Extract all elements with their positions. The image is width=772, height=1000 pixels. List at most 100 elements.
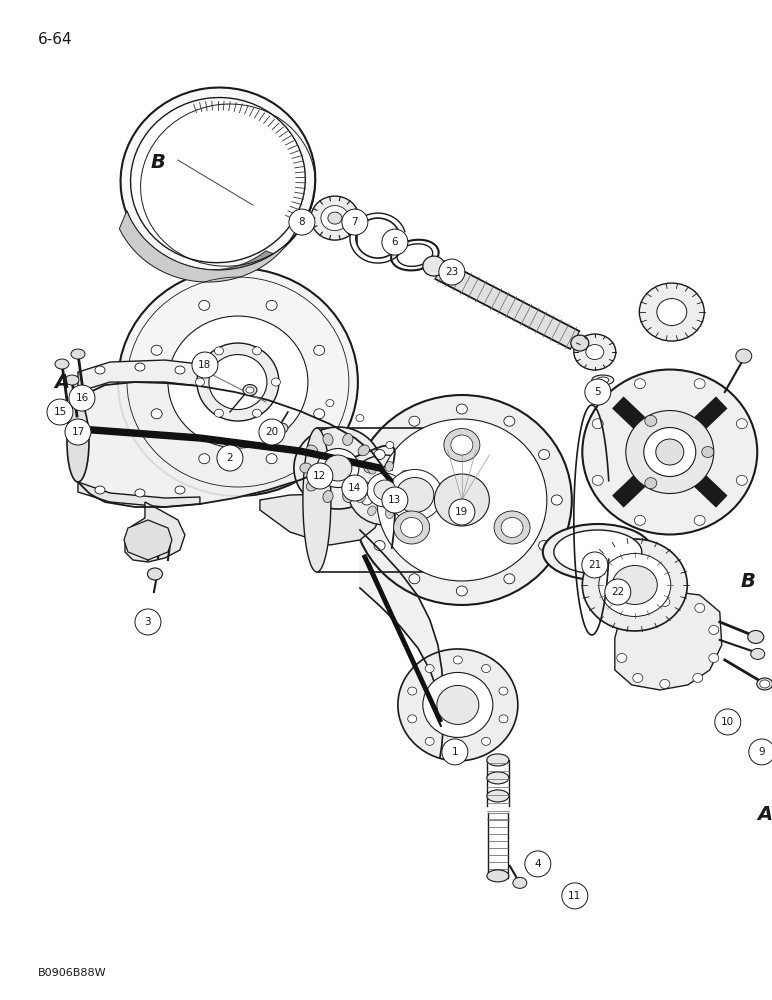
Ellipse shape [209, 355, 267, 410]
Ellipse shape [398, 649, 518, 761]
Ellipse shape [294, 427, 382, 509]
Ellipse shape [482, 665, 490, 673]
Circle shape [582, 552, 608, 578]
Ellipse shape [358, 480, 370, 491]
Text: 21: 21 [588, 560, 601, 570]
Polygon shape [615, 590, 722, 690]
Ellipse shape [409, 416, 420, 426]
Polygon shape [124, 520, 172, 560]
Ellipse shape [356, 494, 365, 502]
Ellipse shape [323, 434, 333, 445]
Ellipse shape [65, 375, 79, 385]
Circle shape [525, 851, 551, 877]
Ellipse shape [702, 447, 714, 458]
Ellipse shape [95, 486, 105, 494]
Ellipse shape [592, 375, 614, 385]
Text: 22: 22 [611, 587, 625, 597]
Circle shape [307, 463, 333, 489]
Circle shape [47, 399, 73, 425]
Ellipse shape [425, 665, 434, 673]
Ellipse shape [367, 464, 376, 474]
Ellipse shape [504, 416, 515, 426]
Polygon shape [80, 426, 393, 486]
Polygon shape [78, 482, 200, 507]
Text: 11: 11 [568, 891, 581, 901]
Text: 23: 23 [445, 267, 459, 277]
Ellipse shape [748, 630, 764, 643]
Ellipse shape [252, 347, 262, 355]
Ellipse shape [374, 450, 385, 460]
Ellipse shape [453, 746, 462, 754]
Ellipse shape [135, 363, 145, 371]
Ellipse shape [385, 461, 394, 471]
Ellipse shape [539, 540, 550, 550]
Ellipse shape [599, 553, 671, 616]
Ellipse shape [408, 687, 417, 695]
Ellipse shape [356, 478, 365, 486]
Ellipse shape [655, 439, 684, 465]
Ellipse shape [592, 475, 603, 485]
Text: B0906B88W: B0906B88W [38, 968, 107, 978]
Ellipse shape [313, 409, 325, 419]
Ellipse shape [246, 387, 254, 393]
Polygon shape [78, 382, 394, 548]
Ellipse shape [406, 486, 416, 494]
Circle shape [289, 209, 315, 235]
Text: A: A [54, 373, 69, 392]
Ellipse shape [377, 419, 547, 581]
Ellipse shape [401, 517, 422, 537]
Text: A: A [757, 805, 772, 824]
Ellipse shape [367, 506, 376, 516]
Ellipse shape [597, 377, 609, 383]
Ellipse shape [487, 772, 509, 784]
Ellipse shape [750, 648, 765, 659]
Ellipse shape [635, 515, 645, 525]
Text: 20: 20 [266, 427, 279, 437]
Ellipse shape [317, 449, 359, 488]
Ellipse shape [437, 685, 479, 724]
Ellipse shape [453, 656, 462, 664]
Text: 19: 19 [455, 507, 469, 517]
Ellipse shape [709, 653, 719, 662]
Ellipse shape [582, 539, 687, 631]
Ellipse shape [487, 790, 509, 802]
Polygon shape [360, 530, 443, 758]
Ellipse shape [323, 491, 333, 502]
Ellipse shape [444, 429, 480, 462]
Text: 18: 18 [198, 360, 212, 370]
Ellipse shape [423, 672, 493, 737]
Ellipse shape [644, 428, 696, 477]
Ellipse shape [135, 489, 145, 497]
Ellipse shape [385, 509, 394, 519]
Ellipse shape [694, 515, 705, 525]
Ellipse shape [367, 473, 403, 507]
Text: 3: 3 [144, 617, 151, 627]
Ellipse shape [435, 474, 489, 526]
Ellipse shape [612, 565, 657, 604]
Ellipse shape [645, 478, 657, 489]
Ellipse shape [118, 268, 358, 496]
Ellipse shape [215, 347, 223, 355]
Ellipse shape [695, 603, 705, 612]
Ellipse shape [71, 349, 85, 359]
Circle shape [749, 739, 772, 765]
Ellipse shape [364, 463, 376, 473]
Ellipse shape [499, 715, 508, 723]
Ellipse shape [374, 540, 385, 550]
Text: 8: 8 [299, 217, 305, 227]
Ellipse shape [639, 283, 704, 341]
Ellipse shape [736, 475, 747, 485]
Ellipse shape [168, 316, 308, 448]
Ellipse shape [313, 345, 325, 355]
Polygon shape [260, 494, 380, 545]
Circle shape [715, 709, 741, 735]
Polygon shape [435, 261, 580, 349]
Ellipse shape [347, 455, 422, 525]
Ellipse shape [425, 737, 434, 745]
Circle shape [342, 209, 368, 235]
Ellipse shape [396, 478, 434, 512]
Text: 4: 4 [534, 859, 541, 869]
Ellipse shape [55, 359, 69, 369]
Ellipse shape [736, 419, 747, 429]
Text: 5: 5 [594, 387, 601, 397]
